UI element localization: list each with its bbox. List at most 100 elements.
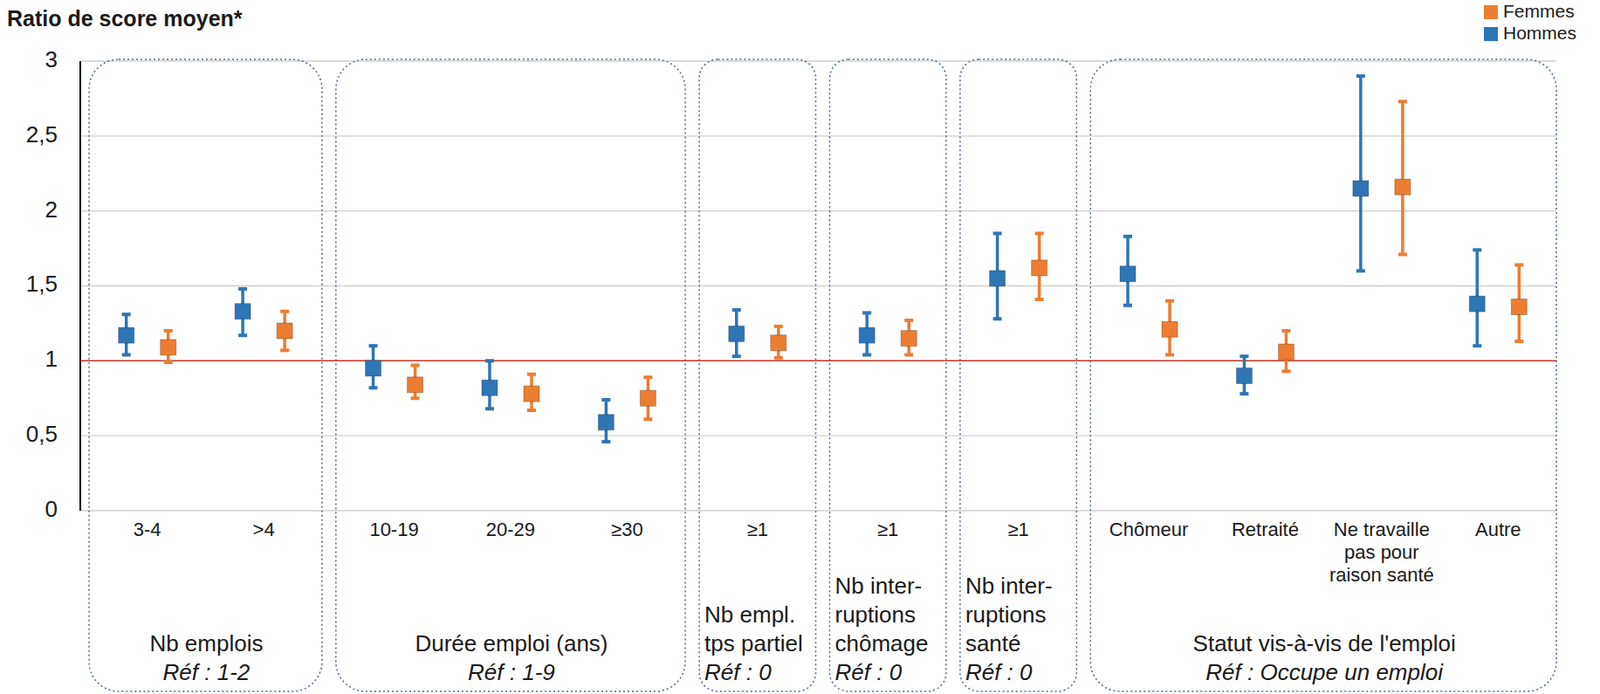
error-cap [369,343,378,348]
error-cap [411,363,420,367]
category-label: Chômeur [1093,518,1203,542]
error-cap [904,352,914,357]
point [1119,266,1136,282]
y-tick-label: 3 [45,46,58,73]
error-cap [485,406,495,411]
group-name: Nb emplois [94,629,319,659]
category-label: Ne travaille pas pour raison santé [1326,518,1436,587]
error-cap [1398,99,1408,104]
error-cap [601,439,611,444]
error-cap [1514,262,1524,267]
error-cap [1472,247,1482,252]
error-cap [1123,234,1133,239]
point [234,303,251,320]
chart: Ratio de score moyen*00,511,522,53Femmes… [0,0,1600,694]
group-box [960,59,1077,692]
group-reference: Réf : Occupe un emploi [1095,658,1553,687]
plot-area [118,75,1528,442]
error-cap [1165,299,1175,303]
group-reference: Réf : 0 [965,658,1073,687]
category-label: ≥1 [833,518,943,542]
error-cap [1514,339,1524,344]
error-cap [1035,297,1044,302]
grid-line [80,509,1557,511]
point [989,270,1006,287]
error-cap [1165,352,1175,357]
error-cap [122,352,131,357]
point [1469,295,1485,312]
error-cap [238,333,248,337]
error-bar [1356,75,1366,271]
error-cap [122,312,131,316]
group-name: Nb inter-ruptions santé [965,571,1073,659]
error-cap [774,324,783,329]
error-cap [732,354,742,358]
error-cap [1239,354,1249,358]
group-box [699,59,816,692]
error-cap [1123,303,1133,308]
error-cap [1472,343,1482,348]
group-label: Nb inter-ruptions santéRéf : 0 [965,571,1073,687]
group-name: Durée emploi (ans) [341,629,682,659]
point [1510,299,1527,316]
group-name: Nb inter-ruptions chômage [835,571,943,659]
group-label: Statut vis-à-vis de l'emploiRéf : Occupe… [1095,629,1553,687]
reference-line [80,360,1557,363]
category-label: 3-4 [92,518,202,542]
point [407,377,424,393]
legend: FemmesHommes [1483,0,1577,43]
point [728,325,745,342]
point [1031,260,1048,276]
error-cap [1035,231,1044,235]
error-cap [993,231,1003,235]
y-tick-label: 1,5 [26,270,58,297]
error-cap [1239,391,1249,396]
error-cap [164,360,173,364]
grid-line [80,435,1557,437]
category-label: 10-19 [339,518,449,542]
point [481,379,498,396]
error-cap [280,309,289,314]
point [1161,321,1178,337]
error-cap [1356,268,1366,273]
group-name: Statut vis-à-vis de l'emploi [1095,629,1553,659]
category-label: 20-29 [455,518,565,542]
error-cap [862,310,872,315]
group-reference: Réf : 1-2 [94,658,319,687]
grid-line [80,210,1557,212]
point [1394,178,1411,195]
point [639,390,656,406]
point [1352,180,1369,197]
group-label: Nb inter-ruptions chômageRéf : 0 [835,571,943,687]
error-cap [732,308,742,312]
chart-title: Ratio de score moyen* [6,6,243,31]
group-box [89,59,323,692]
legend-swatch [1483,27,1498,42]
grid-line [80,285,1557,287]
point [118,327,135,344]
point [523,385,540,402]
error-cap [369,385,378,390]
category-label: ≥1 [963,518,1073,542]
y-tick-label: 0 [45,495,58,522]
y-tick-label: 2,5 [26,121,58,148]
y-axis [79,61,82,511]
error-cap [904,318,914,323]
group-label: Nb emploisRéf : 1-2 [94,629,319,687]
series [118,75,1486,442]
category-label: Retraité [1210,518,1320,542]
group-box [336,59,686,692]
error-cap [164,329,173,333]
chart-svg: Ratio de score moyen*00,511,522,53Femmes… [0,0,1600,694]
series [160,101,1528,419]
grid-line [80,135,1557,137]
legend-swatch [1483,5,1498,20]
group-label: Durée emploi (ans)Réf : 1-9 [341,629,682,687]
point [597,414,614,431]
error-cap [1356,74,1366,78]
grid-line [80,360,1557,362]
error-cap [643,417,653,421]
point [1236,368,1252,385]
category-label: Autre [1443,518,1553,542]
error-cap [774,356,783,360]
